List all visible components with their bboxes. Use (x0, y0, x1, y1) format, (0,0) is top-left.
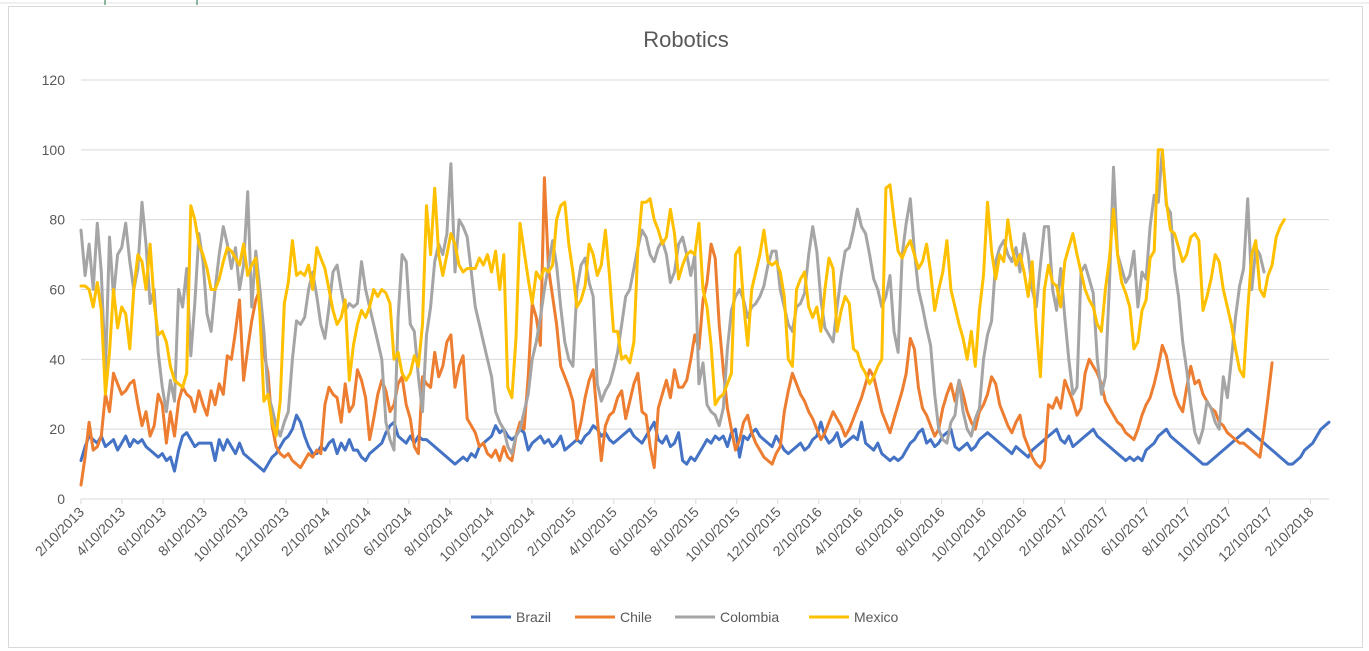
y-tick-label: 60 (49, 282, 65, 298)
y-tick-label: 100 (42, 142, 66, 158)
legend-label-brazil: Brazil (516, 609, 551, 625)
legend-label-colombia: Colombia (720, 609, 779, 625)
y-tick-label: 0 (57, 491, 65, 507)
y-tick-label: 20 (49, 421, 65, 437)
legend-label-chile: Chile (620, 609, 652, 625)
y-axis-tick-labels: 0 20 40 60 80 100 120 (42, 72, 66, 507)
chart-area[interactable]: 0 20 40 60 80 100 120 2/10/2013 4/10/2013 6/10/2… (8, 6, 1363, 648)
legend-label-mexico: Mexico (854, 609, 899, 625)
y-tick-label: 120 (42, 72, 66, 88)
x-axis-tick-labels: 2/10/20134/10/20136/10/20138/10/201310/1… (32, 499, 1317, 565)
legend: Brazil Chile Colombia Mexico (471, 609, 899, 625)
series-line-mexico (79, 148, 1286, 438)
y-tick-label: 80 (49, 212, 65, 228)
series-lines (79, 148, 1331, 487)
gridlines (81, 79, 1329, 500)
series-line-chile (79, 176, 1274, 487)
line-chart: 0 20 40 60 80 100 120 2/10/20134/10/20136/10/2… (32, 27, 1331, 625)
series-line-brazil (79, 413, 1331, 473)
chart-title: Robotics (643, 27, 729, 52)
y-tick-label: 40 (49, 351, 65, 367)
